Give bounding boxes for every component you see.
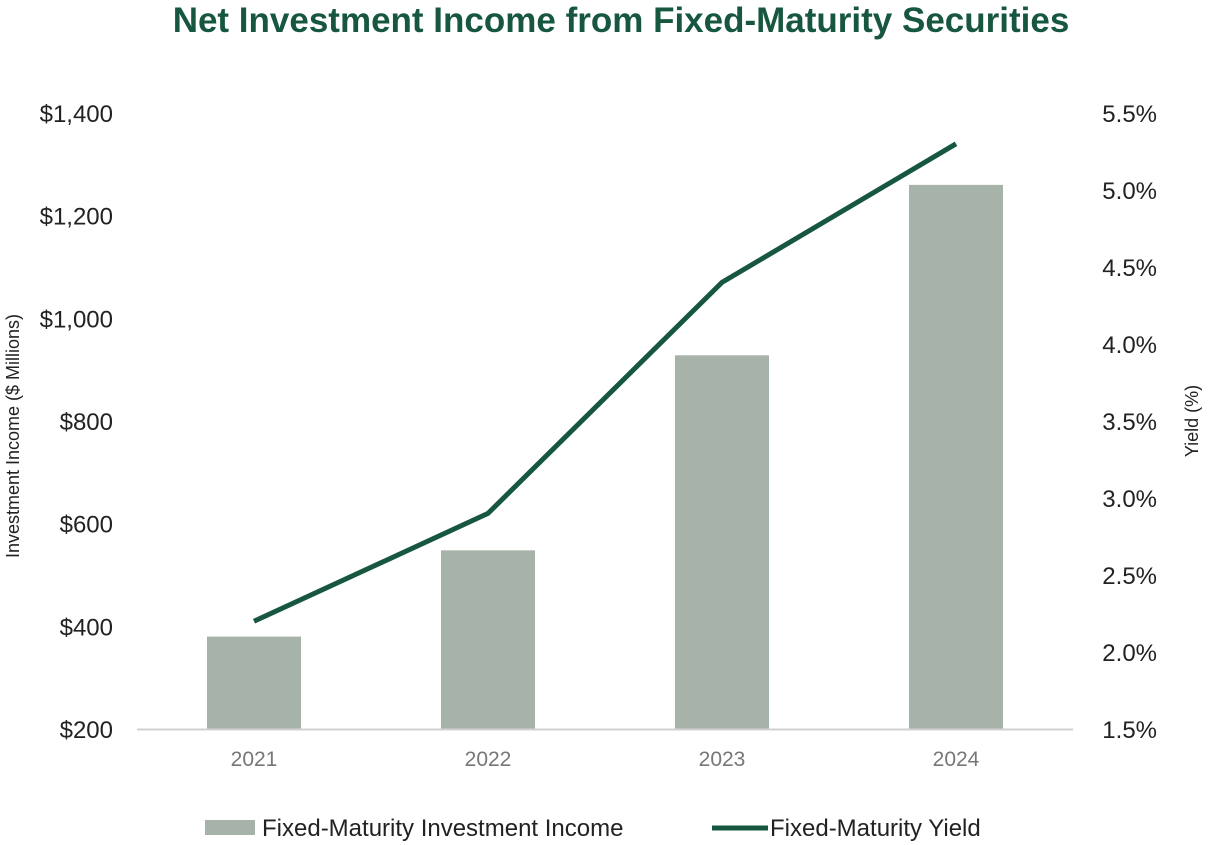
x-tick-label: 2023: [699, 748, 746, 771]
y-axis-left-label: Investment Income ($ Millions): [3, 314, 23, 558]
bars-group: [207, 184, 1003, 729]
legend-line-label: Fixed-Maturity Yield: [770, 815, 981, 842]
y-tick-label: $200: [60, 717, 113, 744]
y2-tick-label: 4.0%: [1102, 332, 1157, 359]
legend-bar-swatch: [205, 820, 255, 835]
y-tick-label: $1,200: [40, 204, 113, 231]
y2-tick-label: 5.5%: [1102, 101, 1157, 128]
y2-tick-label: 1.5%: [1102, 717, 1157, 744]
y-tick-label: $1,000: [40, 306, 113, 333]
y-tick-label: $800: [60, 409, 113, 436]
yield-line: [252, 141, 958, 624]
yield-line-group: [252, 141, 958, 624]
y2-tick-label: 2.0%: [1102, 640, 1157, 667]
y2-tick-label: 5.0%: [1102, 178, 1157, 205]
legend-bar-label: Fixed-Maturity Investment Income: [262, 815, 623, 842]
bar-2024: [909, 184, 1003, 729]
legend: Fixed-Maturity Investment Income Fixed-M…: [205, 815, 981, 842]
x-tick-label: 2021: [231, 748, 278, 771]
y-axis-right-label: Yield (%): [1182, 385, 1202, 457]
chart-title: Net Investment Income from Fixed-Maturit…: [173, 1, 1070, 40]
y2-tick-label: 4.5%: [1102, 255, 1157, 282]
x-axis-ticks: 2021 2022 2023 2024: [231, 748, 980, 771]
y-tick-label: $400: [60, 614, 113, 641]
bar-2023: [675, 355, 769, 729]
x-tick-label: 2022: [465, 748, 512, 771]
y-tick-label: $1,400: [40, 101, 113, 128]
y-tick-label: $600: [60, 512, 113, 539]
bar-2022: [441, 550, 535, 729]
y2-tick-label: 3.0%: [1102, 486, 1157, 513]
bar-2021: [207, 636, 301, 729]
y2-tick-label: 3.5%: [1102, 409, 1157, 436]
x-tick-label: 2024: [933, 748, 980, 771]
y2-tick-label: 2.5%: [1102, 563, 1157, 590]
y-axis-right-ticks: 1.5% 2.0% 2.5% 3.0% 3.5% 4.0% 4.5% 5.0% 5.5%: [1102, 101, 1157, 744]
y-axis-left-ticks: $200 $400 $600 $800 $1,000 $1,200 $1,400: [40, 101, 113, 744]
